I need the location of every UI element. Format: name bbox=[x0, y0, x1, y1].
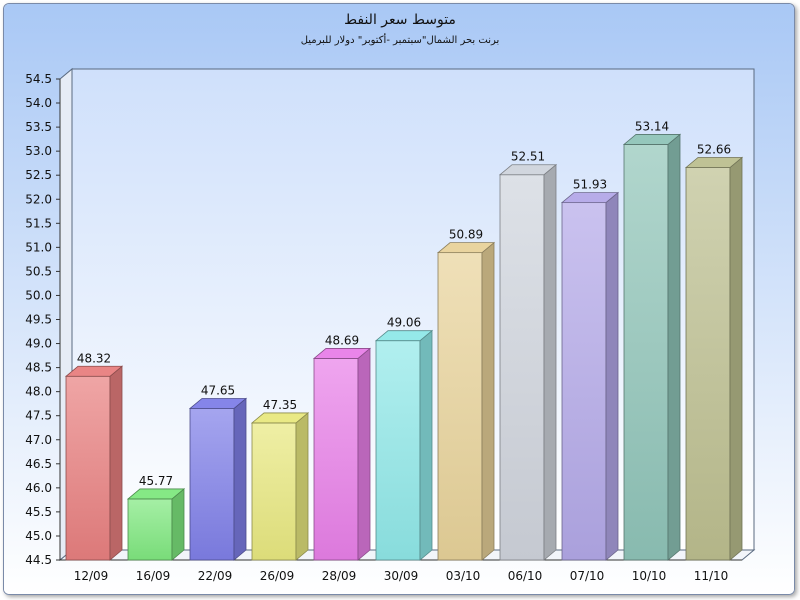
data-label: 47.35 bbox=[263, 398, 297, 412]
bar: 48.69 bbox=[312, 333, 372, 561]
bar: 50.89 bbox=[436, 228, 496, 561]
y-tick-label: 50.0 bbox=[25, 288, 52, 302]
y-tick-label: 49.0 bbox=[25, 337, 52, 351]
bar-chart: متوسط سعر النفط برنت بحر الشمال"سبتمبر -… bbox=[4, 4, 794, 594]
bar: 53.14 bbox=[622, 119, 682, 561]
y-tick-label: 51.5 bbox=[25, 216, 52, 230]
bar-front bbox=[65, 375, 111, 561]
bar-side bbox=[171, 488, 185, 561]
x-tick-label: 10/10 bbox=[632, 569, 667, 583]
y-tick-label: 54.5 bbox=[25, 72, 52, 86]
bar-top bbox=[684, 157, 744, 168]
y-tick-label: 48.5 bbox=[25, 361, 52, 375]
bar-top bbox=[436, 242, 496, 254]
bar-side bbox=[667, 133, 681, 561]
bar-side bbox=[729, 156, 743, 561]
bar-side bbox=[481, 241, 495, 561]
bar: 51.93 bbox=[560, 178, 620, 561]
bar-top bbox=[560, 192, 620, 204]
x-tick-label: 11/10 bbox=[694, 569, 729, 583]
y-tick-label: 51.0 bbox=[25, 240, 52, 254]
y-tick-label: 45.0 bbox=[25, 529, 52, 543]
chart-subtitle: برنت بحر الشمال"سبتمبر -أكتوبر" دولار لل… bbox=[301, 33, 500, 46]
x-tick-label: 28/09 bbox=[322, 569, 357, 583]
bar-front bbox=[251, 422, 297, 561]
bar-front bbox=[561, 202, 607, 561]
bar-side bbox=[295, 412, 309, 561]
data-label: 51.93 bbox=[573, 178, 607, 192]
y-tick-label: 54.0 bbox=[25, 96, 52, 110]
bar-side bbox=[419, 329, 433, 561]
bar-top bbox=[64, 365, 124, 377]
bar-front bbox=[189, 408, 235, 561]
bar: 52.66 bbox=[684, 143, 744, 561]
bar-front bbox=[499, 174, 545, 561]
bar: 48.32 bbox=[64, 351, 124, 561]
bar-top bbox=[126, 488, 186, 500]
bar: 47.35 bbox=[250, 398, 310, 561]
bar-top bbox=[312, 348, 372, 359]
y-tick-label: 53.0 bbox=[25, 144, 52, 158]
bar-front bbox=[375, 340, 421, 561]
x-tick-label: 07/10 bbox=[570, 569, 605, 583]
bar-top bbox=[498, 164, 558, 176]
x-tick-label: 03/10 bbox=[446, 569, 481, 583]
data-label: 45.77 bbox=[139, 474, 173, 488]
bar-front bbox=[127, 498, 173, 561]
bar-top bbox=[374, 330, 434, 342]
y-tick-label: 44.5 bbox=[25, 553, 52, 567]
data-label: 49.06 bbox=[387, 316, 421, 330]
x-tick-label: 12/09 bbox=[74, 569, 109, 583]
y-tick-label: 46.5 bbox=[25, 457, 52, 471]
y-tick-label: 49.5 bbox=[25, 313, 52, 327]
data-label: 48.32 bbox=[77, 351, 111, 365]
data-label: 48.69 bbox=[325, 333, 359, 347]
y-tick-label: 48.0 bbox=[25, 385, 52, 399]
chart-frame: متوسط سعر النفط برنت بحر الشمال"سبتمبر -… bbox=[3, 3, 795, 595]
data-label: 47.65 bbox=[201, 383, 235, 397]
x-tick-label: 26/09 bbox=[260, 569, 295, 583]
bar-side bbox=[605, 191, 619, 561]
y-tick-label: 52.5 bbox=[25, 168, 52, 182]
x-tick-label: 22/09 bbox=[198, 569, 233, 583]
bar-front bbox=[437, 252, 483, 561]
y-tick-label: 45.5 bbox=[25, 505, 52, 519]
bar-side bbox=[357, 347, 371, 561]
data-label: 53.14 bbox=[635, 119, 669, 133]
data-label: 52.51 bbox=[511, 150, 545, 164]
bar: 52.51 bbox=[498, 150, 558, 561]
x-tick-label: 30/09 bbox=[384, 569, 419, 583]
y-tick-label: 47.5 bbox=[25, 409, 52, 423]
y-tick-label: 53.5 bbox=[25, 120, 52, 134]
bar: 47.65 bbox=[188, 383, 248, 561]
y-axis: 44.5 45.0 45.5 46.0 46.5 47.0 47.5 48.0 48.5 49.0… bbox=[25, 72, 61, 567]
bar-top bbox=[622, 134, 682, 145]
data-label: 50.89 bbox=[449, 228, 483, 242]
bar-side bbox=[543, 163, 557, 561]
bar-side bbox=[233, 397, 247, 561]
y-tick-label: 52.0 bbox=[25, 192, 52, 206]
y-tick-label: 46.0 bbox=[25, 481, 52, 495]
bar: 49.06 bbox=[374, 316, 434, 561]
bar-front bbox=[623, 144, 669, 561]
x-tick-label: 06/10 bbox=[508, 569, 543, 583]
data-label: 52.66 bbox=[697, 143, 731, 157]
bar-top bbox=[188, 398, 248, 409]
chart-title: متوسط سعر النفط bbox=[344, 12, 456, 28]
bar: 45.77 bbox=[126, 474, 186, 561]
bar-top bbox=[250, 412, 310, 424]
bar-front bbox=[313, 358, 359, 561]
bar-side bbox=[109, 365, 123, 561]
bars: 48.32 45.77 47.65 47.35 48.69 49.06 50.89 52.51… bbox=[64, 119, 744, 561]
bar-front bbox=[685, 167, 731, 561]
y-tick-label: 47.0 bbox=[25, 433, 52, 447]
y-tick-label: 50.5 bbox=[25, 264, 52, 278]
x-tick-label: 16/09 bbox=[136, 569, 171, 583]
